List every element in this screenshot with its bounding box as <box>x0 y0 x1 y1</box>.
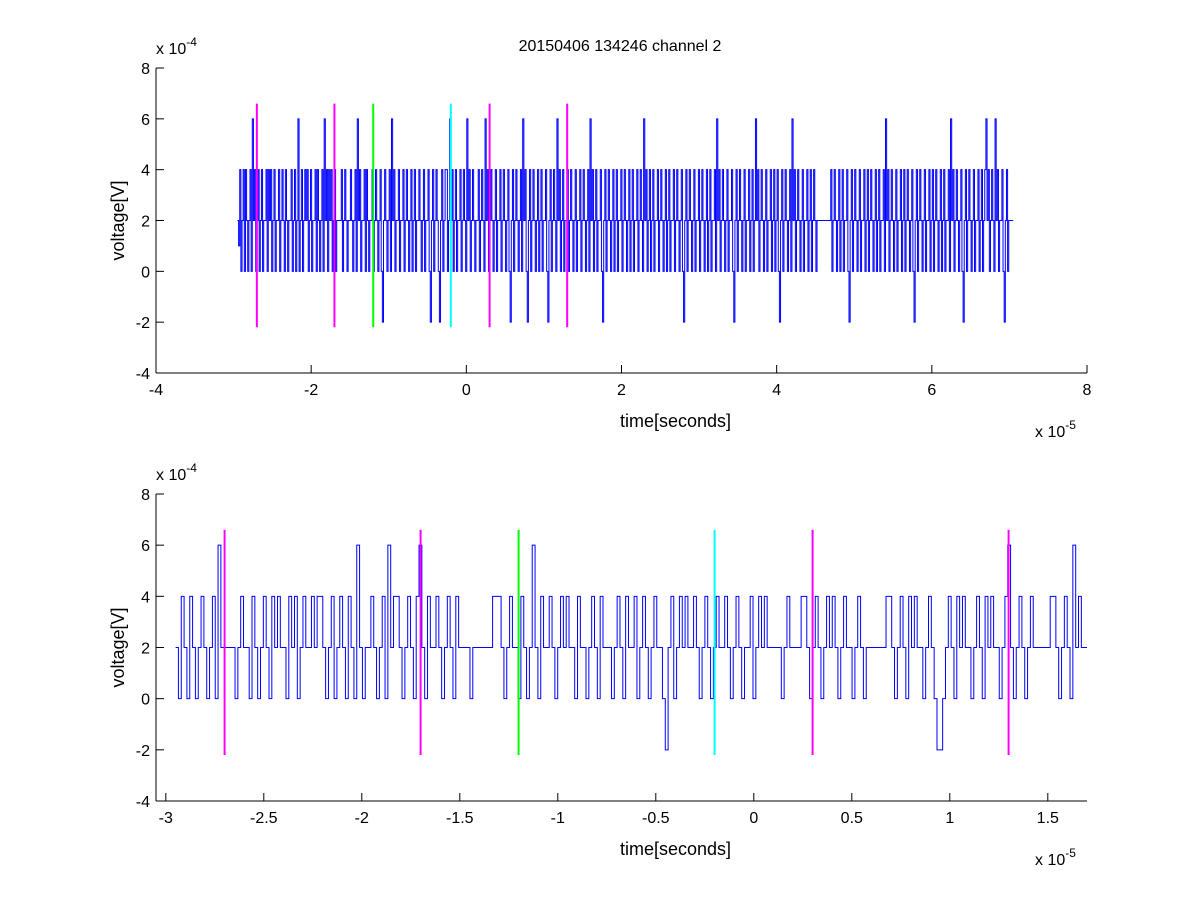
y-tick-label: 4 <box>141 163 150 180</box>
voltage-trace <box>237 118 1014 323</box>
y-exponent-base: x 10 <box>156 467 186 484</box>
x-tick-label: 1.5 <box>1037 810 1059 827</box>
x-exponent-power: -5 <box>1065 846 1076 860</box>
y-tick-label: -2 <box>136 743 150 760</box>
x-exponent-label: x 10-5 <box>1035 846 1076 869</box>
x-exponent-base: x 10 <box>1035 424 1065 441</box>
bottom-subplot: -3 -2.5 -2 -1.5 -1 -0.5 0 0.5 1 1.5 -4 -2 0 2 4 6 8 time[… <box>108 461 1087 869</box>
voltage-trace <box>175 544 1087 751</box>
y-tick-label: 0 <box>141 264 150 281</box>
y-exponent-base: x 10 <box>156 41 186 58</box>
x-tick-label: -2.5 <box>250 810 278 827</box>
chart-title: 20150406 134246 channel 2 <box>519 38 722 55</box>
top-subplot: -4 -2 0 2 4 6 8 -4 -2 0 2 4 6 8 time[seconds] voltage[V… <box>108 35 1092 441</box>
x-axis-label: time[seconds] <box>620 839 731 859</box>
x-tick-label: -1 <box>551 810 565 827</box>
y-tick-label: 6 <box>141 112 150 129</box>
x-tick-label: 6 <box>927 382 936 399</box>
y-tick-label: 2 <box>141 214 150 231</box>
x-tick-label: -0.5 <box>642 810 670 827</box>
y-tick-label: 4 <box>141 589 150 606</box>
x-exponent-power: -5 <box>1065 418 1076 432</box>
x-tick-label: -3 <box>159 810 173 827</box>
y-tick-label: 6 <box>141 538 150 555</box>
x-tick-label: 0.5 <box>841 810 863 827</box>
y-exponent-label: x 10-4 <box>156 461 197 484</box>
x-tick-label: 4 <box>772 382 781 399</box>
y-axis-label: voltage[V] <box>108 180 128 260</box>
x-tick-label: 2 <box>617 382 626 399</box>
x-tick-label: -1.5 <box>446 810 474 827</box>
y-tick-label: -4 <box>136 794 150 811</box>
x-exponent-label: x 10-5 <box>1035 418 1076 441</box>
x-axis-label: time[seconds] <box>620 411 731 431</box>
x-tick-label: 8 <box>1083 382 1092 399</box>
y-axis-label: voltage[V] <box>108 607 128 687</box>
y-tick-label: -2 <box>136 315 150 332</box>
y-exponent-power: -4 <box>186 461 197 475</box>
y-tick-label: 0 <box>141 692 150 709</box>
y-tick-label: 2 <box>141 641 150 658</box>
y-exponent-label: x 10-4 <box>156 35 197 58</box>
x-exponent-base: x 10 <box>1035 852 1065 869</box>
x-tick-label: 0 <box>462 382 471 399</box>
x-tick-label: -2 <box>304 382 318 399</box>
y-tick-label: -4 <box>136 366 150 383</box>
y-tick-label: 8 <box>141 487 150 504</box>
x-tick-label: 1 <box>945 810 954 827</box>
y-tick-label: 8 <box>141 61 150 78</box>
y-exponent-power: -4 <box>186 35 197 49</box>
x-tick-label: 0 <box>749 810 758 827</box>
x-tick-label: -4 <box>149 382 163 399</box>
x-tick-label: -2 <box>355 810 369 827</box>
